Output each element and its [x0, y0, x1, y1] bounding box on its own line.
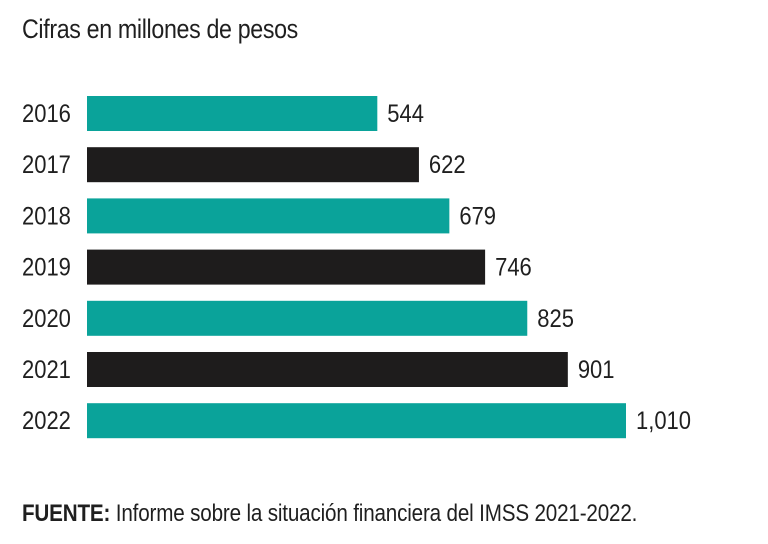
value-label: 901 — [578, 356, 615, 384]
category-label: 2021 — [22, 356, 71, 384]
value-label: 622 — [429, 151, 466, 179]
bar-2016 — [87, 96, 378, 131]
bar-2021 — [87, 352, 568, 387]
chart-title: Cifras en millones de pesos — [22, 14, 298, 44]
value-label: 1,010 — [636, 407, 691, 435]
category-label: 2019 — [22, 253, 71, 281]
category-label: 2017 — [22, 151, 71, 179]
bar-2020 — [87, 300, 528, 336]
category-label: 2020 — [22, 304, 71, 332]
source-label: FUENTE: — [22, 500, 111, 527]
source-text: Informe sobre la situación financiera de… — [110, 500, 638, 527]
bar-2019 — [87, 249, 486, 285]
category-label: 2016 — [22, 100, 71, 128]
category-label: 2022 — [22, 407, 71, 435]
value-label: 679 — [459, 202, 496, 230]
bar-2022 — [87, 403, 626, 439]
source-note: FUENTE: Informe sobre la situación finan… — [22, 500, 637, 528]
value-label: 544 — [387, 100, 424, 128]
category-label: 2018 — [22, 202, 71, 230]
value-label: 825 — [537, 304, 574, 332]
value-label: 746 — [495, 253, 532, 281]
bar-2017 — [87, 147, 419, 183]
bar-2018 — [87, 198, 450, 234]
